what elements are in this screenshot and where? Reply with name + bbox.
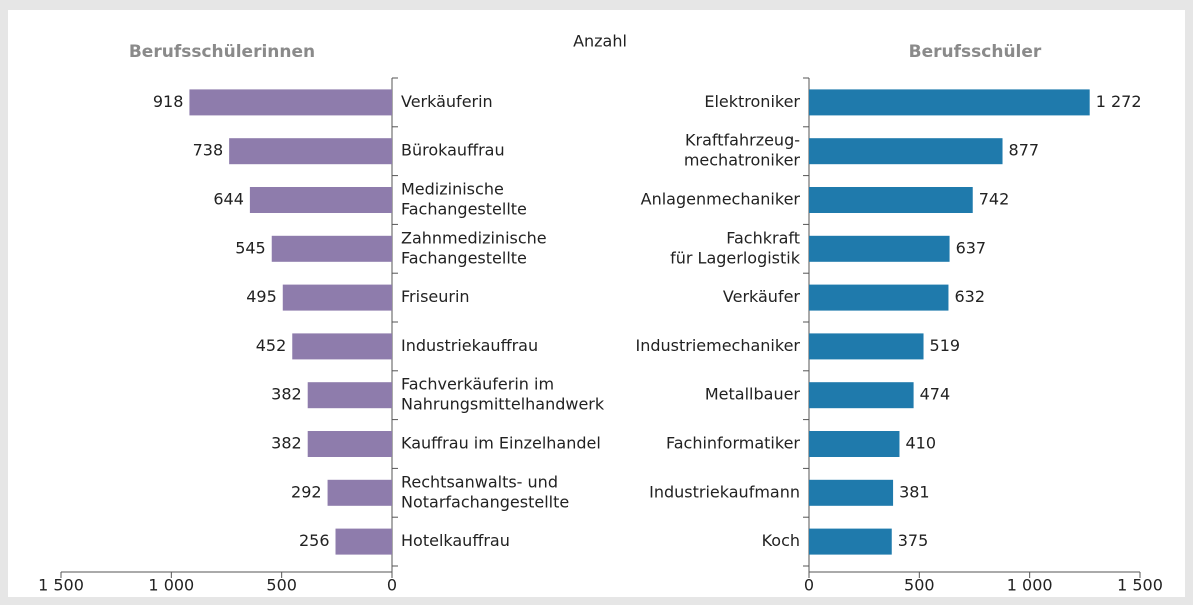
category-label: Fachangestellte	[401, 248, 527, 267]
category-label: Fachverkäuferin im	[401, 375, 554, 394]
value-label: 452	[256, 336, 287, 355]
category-label: Fachinformatiker	[666, 434, 800, 453]
caption: Anzahl	[573, 32, 627, 51]
value-label: 545	[235, 238, 266, 257]
category-label: Bürokauffrau	[401, 141, 505, 160]
category-label: Notarfachangestellte	[401, 492, 569, 511]
bar	[189, 89, 392, 116]
bar	[809, 431, 900, 457]
bar	[809, 382, 914, 409]
category-label: Anlagenmechaniker	[641, 190, 801, 209]
bar	[229, 138, 392, 165]
bar	[292, 333, 392, 360]
category-label: Fachkraft	[726, 228, 800, 247]
value-label: 495	[246, 287, 277, 306]
category-label: Fachangestellte	[401, 200, 527, 219]
value-label: 1 272	[1096, 92, 1142, 111]
category-label: Zahnmedizinische	[401, 228, 547, 247]
category-label: Verkäufer	[723, 287, 801, 306]
value-label: 632	[954, 287, 985, 306]
value-label: 877	[1009, 141, 1040, 160]
category-label: Medizinische	[401, 180, 504, 199]
category-label: Industriekauffrau	[401, 336, 538, 355]
bar	[271, 235, 392, 262]
value-label: 738	[193, 141, 224, 160]
bar	[249, 187, 392, 213]
bar	[809, 89, 1090, 116]
x-tick-label: 1 500	[1117, 576, 1163, 595]
bar	[327, 479, 392, 506]
bar	[335, 528, 392, 555]
bar	[809, 528, 892, 555]
value-label: 410	[905, 434, 936, 453]
x-tick-label: 500	[904, 576, 935, 595]
value-label: 382	[271, 385, 302, 404]
value-label: 382	[271, 434, 302, 453]
x-tick-label: 1 000	[1007, 576, 1053, 595]
bar	[307, 382, 392, 409]
category-label: Industriekaufmann	[649, 482, 800, 501]
category-label: mechatroniker	[684, 151, 801, 170]
x-tick-label: 0	[387, 576, 397, 595]
category-label: für Lagerlogistik	[670, 248, 801, 267]
category-label: Verkäuferin	[401, 92, 493, 111]
category-label: Friseurin	[401, 287, 470, 306]
x-tick-label: 1 000	[148, 576, 194, 595]
value-label: 519	[930, 336, 961, 355]
bar	[809, 138, 1003, 165]
category-label: Metallbauer	[705, 385, 801, 404]
category-label: Kauffrau im Einzelhandel	[401, 434, 601, 453]
bar	[809, 479, 894, 506]
value-label: 742	[979, 190, 1010, 209]
value-label: 918	[153, 92, 184, 111]
bar	[809, 187, 973, 213]
bar	[809, 235, 950, 262]
category-label: Industriemechaniker	[635, 336, 800, 355]
x-tick-label: 0	[804, 576, 814, 595]
bar	[809, 333, 924, 360]
value-label: 474	[920, 385, 951, 404]
value-label: 381	[899, 482, 930, 501]
value-label: 256	[299, 531, 330, 550]
category-label: Rechtsanwalts- und	[401, 472, 558, 491]
category-label: Nahrungsmittelhandwerk	[401, 395, 605, 414]
bar	[282, 284, 392, 311]
category-label: Kraftfahrzeug-	[685, 131, 800, 150]
bar	[809, 284, 949, 311]
category-label: Elektroniker	[704, 92, 800, 111]
category-label: Koch	[762, 531, 800, 550]
panel-title: Berufsschülerinnen	[129, 42, 315, 62]
panel-title: Berufsschüler	[909, 42, 1042, 62]
x-tick-label: 1 500	[38, 576, 84, 595]
value-label: 644	[213, 190, 244, 209]
bar	[307, 431, 392, 457]
value-label: 292	[291, 482, 322, 501]
x-tick-label: 500	[266, 576, 297, 595]
value-label: 637	[956, 238, 987, 257]
value-label: 375	[898, 531, 929, 550]
category-label: Hotelkauffrau	[401, 531, 510, 550]
